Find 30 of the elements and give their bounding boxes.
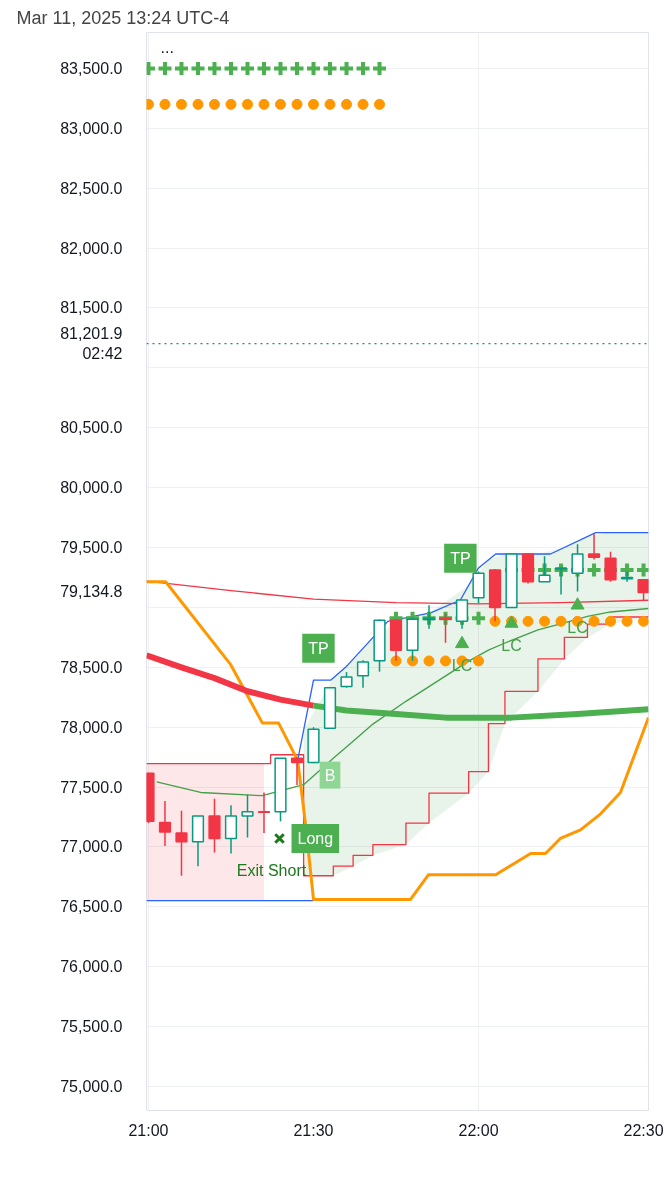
y-tick-label: 79,500.0 <box>60 539 123 557</box>
x-tick-label: 22:30 <box>623 1121 664 1139</box>
x-tick-label: 21:30 <box>293 1121 334 1139</box>
annotation: LC <box>501 636 522 654</box>
y-tick-label: 83,500.0 <box>60 59 123 77</box>
x-tick-label: 22:00 <box>458 1121 499 1139</box>
annotation: TP <box>308 639 329 657</box>
y-tick-label: 82,000.0 <box>60 239 123 257</box>
y-tick-label: 78,500.0 <box>60 658 123 676</box>
y-tick-label: 77,000.0 <box>60 838 123 856</box>
y-tick-label: 78,000.0 <box>60 718 123 736</box>
annotation: TP <box>450 549 471 567</box>
y-tick-label: 79,134.8 <box>60 582 123 600</box>
y-tick-label: 76,000.0 <box>60 958 123 976</box>
y-tick-label: 80,500.0 <box>60 419 123 437</box>
annotation: Long <box>297 829 334 847</box>
annotation: ... <box>160 38 174 56</box>
annotation: B <box>324 766 336 784</box>
y-tick-label: 76,500.0 <box>60 898 123 916</box>
y-tick-label: 81,201.9 02:42 <box>60 324 123 363</box>
y-tick-label: 81,500.0 <box>60 299 123 317</box>
y-tick-label: 75,500.0 <box>60 1018 123 1036</box>
annotation: LC <box>567 618 588 636</box>
chart-title: Mar 11, 2025 13:24 UTC-4 <box>16 7 230 28</box>
y-tick-label: 77,500.0 <box>60 778 123 796</box>
y-tick-label: 82,500.0 <box>60 179 123 197</box>
y-tick-label: 80,000.0 <box>60 479 123 497</box>
y-tick-label: 83,000.0 <box>60 119 123 137</box>
y-tick-label: 75,000.0 <box>60 1078 123 1096</box>
x-tick-label: 21:00 <box>128 1121 169 1139</box>
